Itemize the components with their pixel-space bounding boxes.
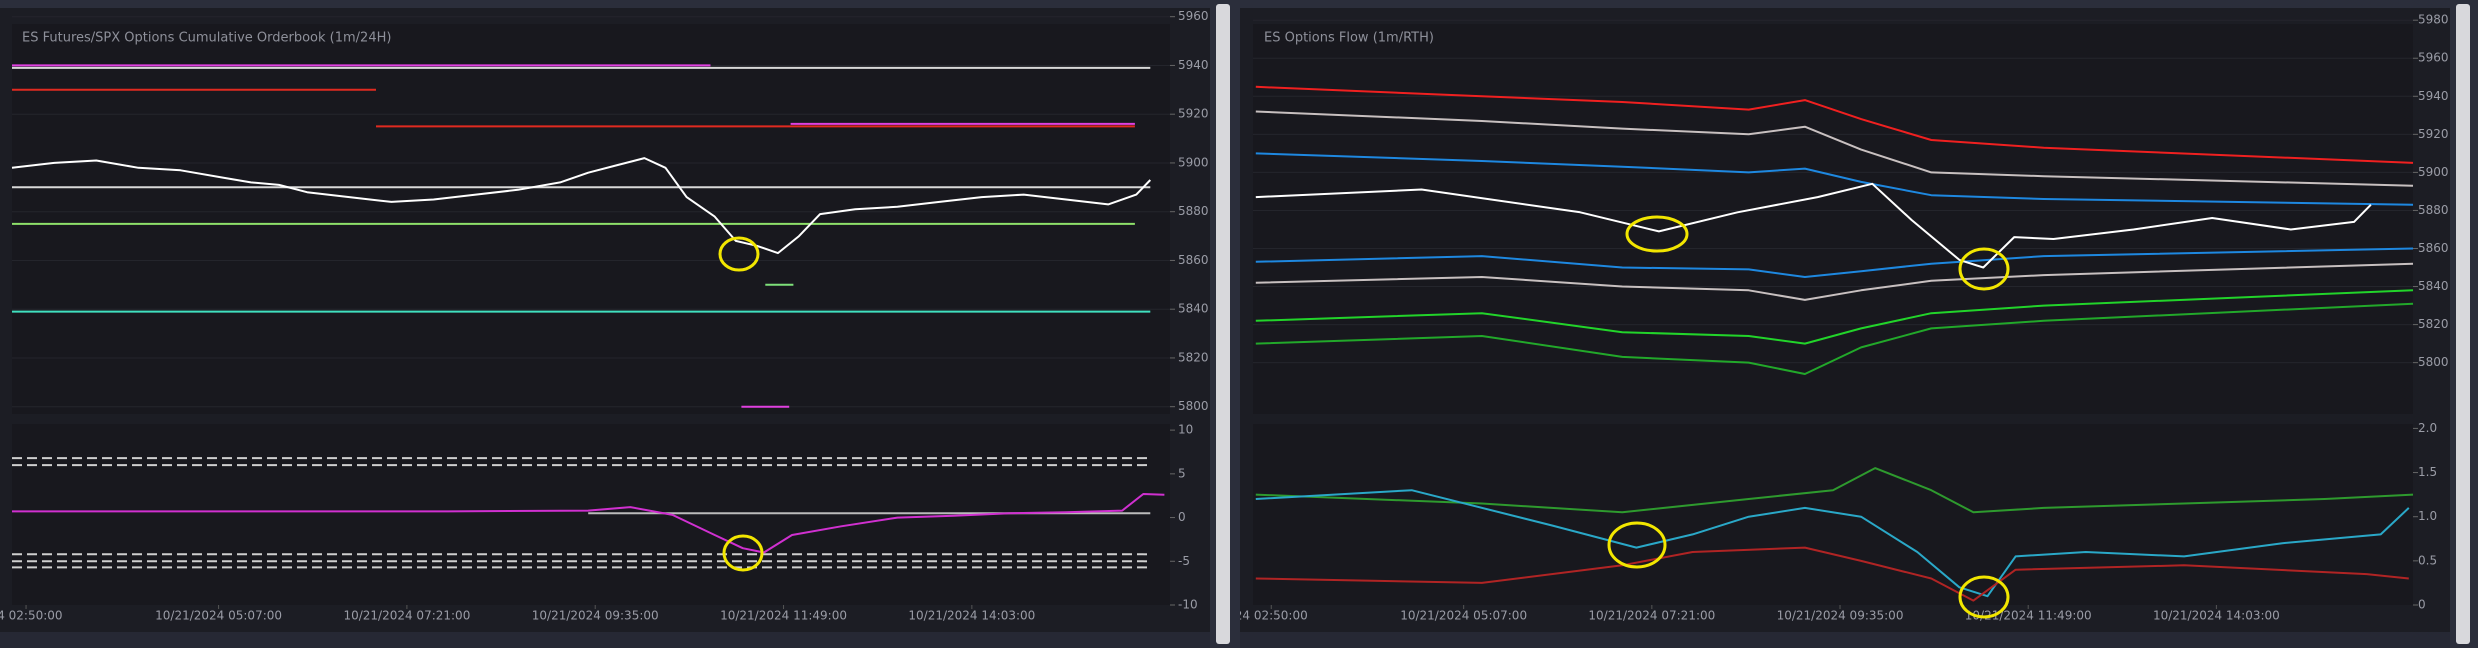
series-line [1255,152,2414,206]
y-tick-label: -10 [1178,598,1198,612]
y-tick-label: 5960 [2418,51,2449,65]
y-tick-label: 5840 [2418,279,2449,293]
chart: 0 0.5 1.0 1.5 2.0 24 02:50:00 10/21/2024 05:07… [1235,421,2437,623]
y-tick-label: 5880 [1178,204,1209,218]
y-tick-label: -5 [1178,554,1190,568]
series-line [1255,546,2409,602]
footer-bar [1240,632,2450,648]
highlight-circle [1958,247,2010,291]
x-tick-label: 10/21/2024 11:49:00 [720,609,847,623]
y-tick-label: 5800 [1178,399,1209,413]
y-tick-label: 5860 [1178,253,1209,267]
y-tick-label: 5840 [1178,302,1209,316]
chart-title: ES Options Flow (1m/RTH) [1264,31,1434,46]
series-line [1255,289,2414,345]
x-tick-label: 10/21/2024 11:49:00 [1965,609,2092,623]
x-tick-label: 10/21/2024 05:07:00 [155,609,282,623]
x-tick-label: 10/21/2024 07:21:00 [343,609,470,623]
x-tick-label: 10/21/2024 07:21:00 [1588,609,1715,623]
y-tick-label: 5800 [2418,355,2449,369]
series-line [12,493,1165,554]
series-line [1255,110,2414,187]
series-line [1255,467,2414,514]
y-tick-label: 5 [1178,466,1186,480]
y-tick-label: 1.0 [2418,509,2437,523]
highlight-circle [718,236,760,272]
plot-area [1253,24,2413,414]
series-line [1255,302,2414,375]
y-tick-label: 5820 [1178,350,1209,364]
y-tick-label: 5900 [1178,155,1209,169]
y-tick-label: 5920 [1178,107,1209,121]
highlight-circle [1958,575,2010,619]
y-tick-label: 0 [1178,510,1186,524]
y-tick-label: 10 [1178,423,1193,437]
highlight-circle [722,534,764,572]
y-tick-label: 5860 [2418,241,2449,255]
highlight-circles [718,215,2010,619]
x-tick-label: 24 02:50:00 [1235,609,1308,623]
y-tick-label: 2.0 [2418,421,2437,435]
y-tick-label: 5980 [2418,13,2449,27]
y-tick-label: 5920 [2418,127,2449,141]
plot-area [1253,424,2413,605]
scrollbar[interactable] [2456,4,2470,644]
y-tick-label: 1.5 [2418,465,2437,479]
chart: 5800 5820 5840 5860 5880 5900 5920 5940 5960 [11,9,1209,413]
y-tick-label: 5940 [2418,89,2449,103]
plot-area [12,24,1170,414]
x-tick-label: 10/21/2024 09:35:00 [532,609,659,623]
highlight-circle [1625,215,1689,253]
x-tick-label: 10/21/2024 14:03:00 [908,609,1035,623]
x-tick-label: 10/21/2024 14:03:00 [2153,609,2280,623]
y-tick-label: 0 [2418,598,2426,612]
chart: 5800 5820 5840 5860 5880 5900 5920 5940 5960 5980 [1253,13,2449,375]
x-tick-label: 10/21/2024 05:07:00 [1400,609,1527,623]
series-line [11,157,1152,255]
x-tick-label: 24 02:50:00 [0,609,63,623]
y-tick-label: 5940 [1178,58,1209,72]
y-tick-label: 5880 [2418,203,2449,217]
footer-bar [0,632,1210,648]
y-tick-label: 5960 [1178,9,1209,23]
x-tick-label: 10/21/2024 09:35:00 [1777,609,1904,623]
y-tick-label: 0.5 [2418,553,2437,567]
chart-title: ES Futures/SPX Options Cumulative Orderb… [22,31,391,46]
series-line [1255,85,2414,164]
scrollbar[interactable] [1216,4,1230,644]
y-tick-label: 5820 [2418,317,2449,331]
highlight-circle [1607,521,1667,569]
y-tick-label: 5900 [2418,165,2449,179]
chart: -10 -5 0 5 10 24 02:50:00 10/21/2024 05:07:00 1… [0,423,1198,623]
